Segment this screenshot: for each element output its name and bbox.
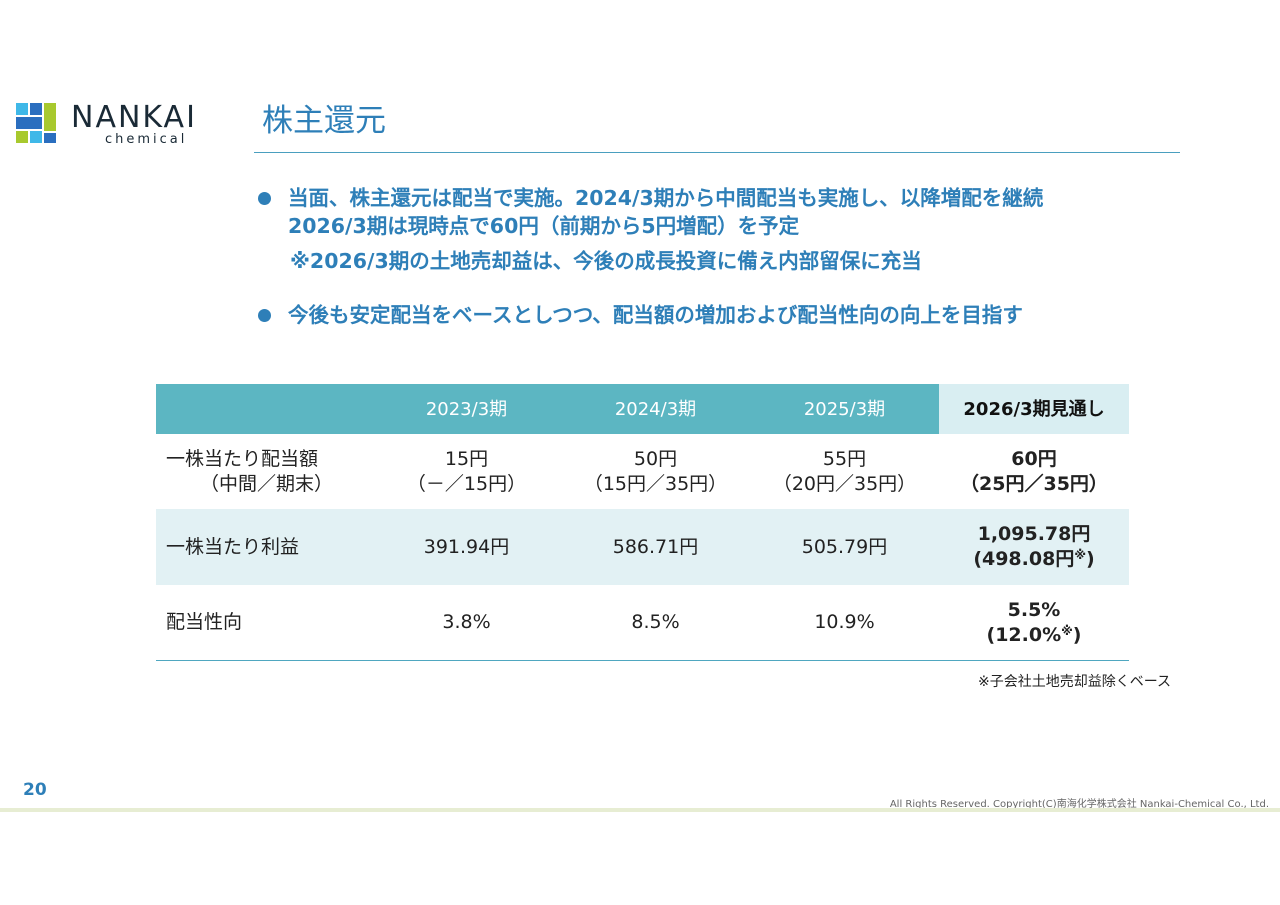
table-cell: 586.71円 bbox=[612, 535, 699, 558]
bullet-text-line2: 2026/3期は現時点で60円（前期から5円増配）を予定 bbox=[288, 214, 800, 238]
table-cell-forecast: 1,095.78円 (498.08円※) bbox=[939, 509, 1129, 585]
bullet-dot-icon bbox=[258, 192, 271, 205]
table-cell: 8.5% bbox=[631, 611, 680, 633]
table-cell-forecast: 5.5% (12.0%※) bbox=[939, 585, 1129, 660]
table-header-cell-forecast: 2026/3期見通し bbox=[939, 384, 1129, 434]
cell-sub-tail: ) bbox=[1072, 623, 1082, 646]
table-row: 配当性向 3.8% 8.5% 10.9% 5.5% (12.0%※) bbox=[156, 585, 1129, 660]
table-cell: 50円 （15円／35円） bbox=[561, 434, 750, 509]
table-cell: 55円 （20円／35円） bbox=[750, 434, 939, 509]
row-label-sub: （中間／期末） bbox=[200, 472, 334, 495]
company-logo: NANKAI chemical bbox=[16, 103, 226, 149]
table-header-cell bbox=[156, 384, 372, 434]
cell-main: 1,095.78円 bbox=[977, 523, 1091, 545]
row-label: 配当性向 bbox=[166, 611, 243, 633]
row-label: 一株当たり配当額 （中間／期末） bbox=[156, 434, 372, 509]
table-header-cell: 2025/3期 bbox=[803, 398, 886, 420]
logo-subtitle: chemical bbox=[105, 132, 188, 147]
cell-main: 55円 bbox=[822, 447, 867, 470]
table-cell: 10.9% bbox=[814, 611, 875, 633]
copyright-text: All Rights Reserved. Copyright(C)南海化学株式会… bbox=[889, 799, 1269, 810]
row-label: 一株当たり利益 bbox=[166, 535, 300, 558]
table-cell: 505.79円 bbox=[801, 535, 888, 558]
page-title: 株主還元 bbox=[262, 103, 386, 139]
table-header-cell: 2023/3期 bbox=[425, 398, 508, 420]
footnote-mark: ※ bbox=[1061, 623, 1073, 638]
table-cell: 3.8% bbox=[442, 611, 491, 633]
cell-sub: (12.0%※) bbox=[987, 623, 1082, 648]
bullet-item-dividend-policy: 当面、株主還元は配当で実施。2024/3期から中間配当も実施し、以降増配を継続 … bbox=[258, 184, 1188, 275]
cell-sub: （20円／35円） bbox=[772, 472, 917, 495]
table-header-cell: 2024/3期 bbox=[614, 398, 697, 420]
cell-sub: （－／15円） bbox=[406, 472, 527, 495]
table-cell-forecast: 60円 （25円／35円） bbox=[939, 434, 1129, 509]
logo-wordmark: NANKAI bbox=[71, 100, 197, 135]
cell-main: 50円 bbox=[633, 447, 678, 470]
cell-sub-value: (12.0% bbox=[986, 623, 1062, 646]
footnote-mark: ※ bbox=[1074, 548, 1086, 562]
cell-main: 60円 bbox=[1011, 447, 1057, 470]
shareholder-return-table: 2023/3期 2024/3期 2025/3期 2026/3期見通し 一株当たり… bbox=[156, 384, 1129, 661]
bullet-note: ※2026/3期の土地売却益は、今後の成長投資に備え内部留保に充当 bbox=[290, 249, 922, 273]
cell-sub-tail: ) bbox=[1086, 548, 1095, 570]
bullet-text-line1: 当面、株主還元は配当で実施。2024/3期から中間配当も実施し、以降増配を継続 bbox=[288, 186, 1044, 210]
table-cell: 15円 （－／15円） bbox=[372, 434, 561, 509]
bullet-item-stable-dividend: 今後も安定配当をベースとしつつ、配当額の増加および配当性向の向上を目指す bbox=[258, 301, 1188, 329]
footer-bar bbox=[0, 808, 1280, 812]
table-row: 一株当たり利益 391.94円 586.71円 505.79円 1,095.78… bbox=[156, 509, 1129, 585]
table-header-row: 2023/3期 2024/3期 2025/3期 2026/3期見通し bbox=[156, 384, 1129, 434]
cell-sub-value: (498.08円 bbox=[973, 548, 1075, 570]
title-divider bbox=[254, 152, 1180, 153]
table-row: 一株当たり配当額 （中間／期末） 15円 （－／15円） 50円 （15円／35… bbox=[156, 434, 1129, 509]
row-label-main: 一株当たり配当額 bbox=[166, 447, 319, 470]
page-number: 20 bbox=[23, 780, 47, 800]
cell-sub: （15円／35円） bbox=[583, 472, 728, 495]
cell-main: 15円 bbox=[444, 447, 489, 470]
bullet-dot-icon bbox=[258, 309, 271, 322]
bullet-text: 今後も安定配当をベースとしつつ、配当額の増加および配当性向の向上を目指す bbox=[288, 303, 1023, 327]
logo-mark-icon bbox=[16, 103, 56, 143]
table-cell: 391.94円 bbox=[423, 535, 510, 558]
cell-sub: （25円／35円） bbox=[960, 472, 1108, 495]
cell-sub: (498.08円※) bbox=[973, 547, 1094, 572]
cell-main: 5.5% bbox=[1007, 598, 1061, 621]
table-footnote: ※子会社土地売却益除くベース bbox=[977, 674, 1171, 690]
